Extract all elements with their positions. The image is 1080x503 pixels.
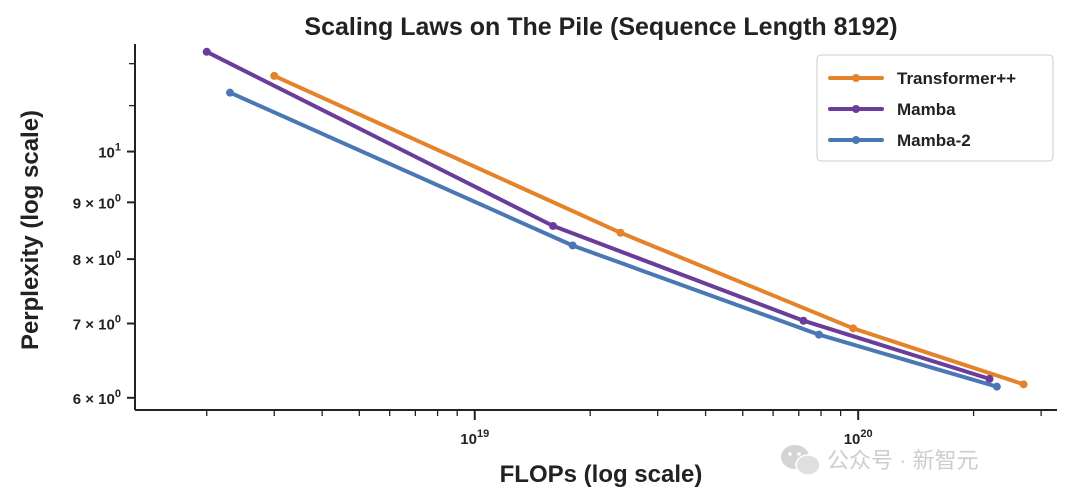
legend-marker <box>852 105 860 113</box>
data-point <box>992 382 1001 391</box>
series-line <box>228 90 999 389</box>
x-axis-label: FLOPs (log scale) <box>500 461 703 488</box>
data-point <box>985 374 994 383</box>
x-ticks: 1019 1020 <box>460 410 873 448</box>
x-minor-ticks <box>206 410 1042 416</box>
legend-entry: Mamba <box>828 100 956 119</box>
series-line <box>204 49 992 381</box>
legend-label: Transformer++ <box>897 69 1016 88</box>
series-mamba-2 <box>226 88 1001 391</box>
legend-label: Mamba <box>897 100 956 119</box>
data-point <box>616 228 625 237</box>
legend-entry: Mamba-2 <box>828 131 971 150</box>
watermark: 公众号 · 新智元 <box>781 445 979 476</box>
series-layer <box>202 47 1028 391</box>
data-point <box>202 47 211 56</box>
data-point <box>549 221 558 230</box>
y-ticks: 6 × 100 7 × 100 8 × 100 9 × 100 101 <box>73 142 135 408</box>
y-tick-label: 8 × 100 <box>73 249 121 269</box>
chart-title: Scaling Laws on The Pile (Sequence Lengt… <box>304 13 897 41</box>
watermark-text: 公众号 · 新智元 <box>827 448 979 473</box>
y-minor-ticks <box>129 63 135 107</box>
legend-marker <box>852 136 860 144</box>
series-mamba <box>202 47 994 383</box>
y-tick-label: 7 × 100 <box>73 313 121 333</box>
y-tick-label: 6 × 100 <box>73 388 121 408</box>
legend: Transformer++ Mamba Mamba-2 <box>816 54 1054 162</box>
data-point <box>226 88 235 97</box>
x-tick-label: 1020 <box>844 428 873 448</box>
data-point <box>849 324 858 333</box>
data-point <box>799 316 808 325</box>
data-point <box>568 241 577 250</box>
y-tick-label: 9 × 100 <box>73 192 121 212</box>
series-line <box>272 73 1026 387</box>
y-axis-label: Perplexity (log scale) <box>17 110 44 350</box>
data-point <box>814 330 823 339</box>
series-transformer- <box>270 71 1028 389</box>
legend-label: Mamba-2 <box>897 131 971 150</box>
legend-box <box>816 54 1054 162</box>
data-point <box>1019 380 1028 389</box>
data-point <box>270 71 279 80</box>
y-tick-label: 101 <box>98 142 121 162</box>
x-tick-label: 1019 <box>460 428 489 448</box>
legend-marker <box>852 74 860 82</box>
legend-entry: Transformer++ <box>828 69 1016 88</box>
wechat-icon <box>781 445 821 476</box>
